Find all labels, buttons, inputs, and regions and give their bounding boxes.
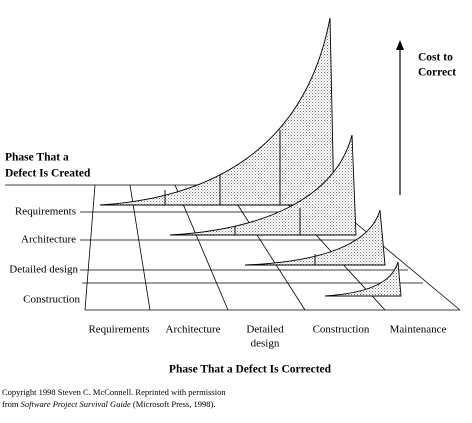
copyright: Copyright 1998 Steven C. McConnell. Repr… (2, 387, 226, 397)
corrected-label: Phase That a Defect Is Corrected (169, 364, 332, 376)
row-label: Architecture (21, 234, 76, 246)
column-label: design (251, 338, 280, 350)
cost-label: Cost to (418, 52, 453, 64)
created-label: Defect Is Created (5, 168, 91, 180)
created-label: Phase That a (5, 152, 69, 164)
copyright: from Software Project Survival Guide (Mi… (2, 399, 216, 409)
cost-label: Correct (418, 67, 456, 79)
column-label: Detailed (246, 324, 284, 336)
column-label: Requirements (88, 324, 149, 336)
row-label: Requirements (15, 206, 76, 218)
arrow-head (396, 40, 404, 50)
column-label: Construction (313, 324, 370, 336)
column-label: Architecture (166, 324, 221, 336)
cost-curves (99, 17, 402, 297)
row-label: Detailed design (9, 264, 78, 276)
column-label: Maintenance (390, 324, 447, 336)
row-label: Construction (23, 294, 80, 306)
